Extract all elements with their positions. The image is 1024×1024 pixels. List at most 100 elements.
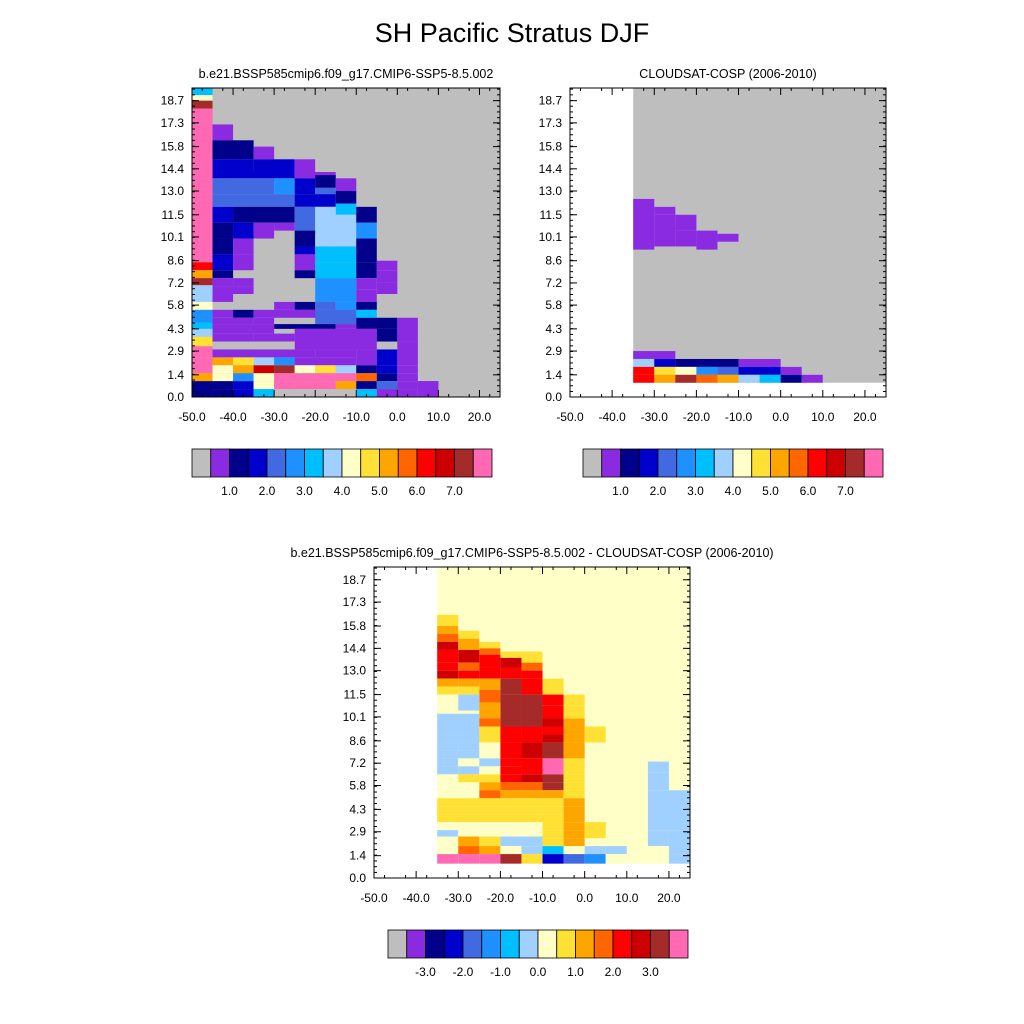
- colorbar-label: 2.0: [605, 965, 622, 979]
- panel-title: CLOUDSAT-COSP (2006-2010): [639, 67, 816, 81]
- heatmap-cell: [315, 262, 357, 279]
- heatmap-cell: [294, 270, 316, 279]
- heatmap-cell: [437, 686, 459, 695]
- x-tick-label: -10.0: [725, 410, 753, 424]
- heatmap-cell: [253, 357, 275, 366]
- heatmap-cell: [479, 836, 501, 847]
- heatmap-cell: [253, 381, 275, 390]
- colorbar-label: 2.0: [259, 484, 276, 498]
- heatmap-cell: [253, 159, 295, 172]
- heatmap-cell: [563, 830, 585, 839]
- heatmap-cell: [192, 336, 213, 347]
- heatmap-cell: [274, 178, 295, 195]
- heatmap-cell: [294, 381, 336, 390]
- heatmap-cell: [458, 790, 480, 799]
- colorbar-swatch: [443, 929, 464, 959]
- heatmap-cell: [458, 742, 480, 751]
- heatmap-cell: [437, 670, 459, 679]
- heatmap-cell: [542, 830, 564, 839]
- colorbar-swatch: [732, 448, 753, 478]
- heatmap-cell: [233, 373, 254, 382]
- colorbar-swatch: [695, 448, 715, 478]
- heatmap-cell: [458, 766, 480, 775]
- y-tick-label: 13.0: [161, 184, 185, 198]
- heatmap-cell: [696, 366, 718, 375]
- colorbar-swatch: [788, 448, 809, 478]
- heatmap-cell: [780, 366, 802, 375]
- heatmap-cell: [356, 301, 377, 310]
- heatmap-cell: [458, 662, 480, 671]
- heatmap-cell: [437, 798, 543, 807]
- colorbar-swatch: [638, 448, 659, 478]
- heatmap-cell: [500, 846, 522, 855]
- colorbar-swatch: [210, 448, 230, 478]
- y-tick-label: 8.6: [349, 734, 366, 748]
- heatmap-cell: [397, 317, 418, 342]
- colorbar-swatch: [650, 929, 670, 959]
- x-tick-label: -20.0: [487, 891, 515, 905]
- heatmap-cell: [212, 365, 234, 374]
- colorbar-swatch: [612, 929, 633, 959]
- y-tick-label: 10.1: [343, 710, 367, 724]
- heatmap-cell: [212, 194, 295, 207]
- heatmap-cell: [500, 758, 522, 767]
- heatmap-cell: [479, 641, 501, 649]
- x-tick-label: 10.0: [427, 410, 451, 424]
- colorbar-swatch: [481, 929, 501, 959]
- heatmap-cell: [521, 694, 543, 719]
- heatmap-cell: [335, 203, 357, 215]
- heatmap-cell: [356, 349, 377, 366]
- colorbar-swatch: [826, 448, 846, 478]
- heatmap-cell: [233, 206, 295, 223]
- heatmap-cell: [356, 206, 377, 223]
- heatmap-cell: [294, 206, 316, 231]
- heatmap-cell: [253, 146, 275, 160]
- heatmap-cell: [437, 614, 459, 627]
- x-tick-label: -50.0: [178, 410, 206, 424]
- heatmap-cell: [563, 854, 585, 864]
- heatmap-cell: [479, 718, 501, 727]
- heatmap-cell: [437, 641, 459, 650]
- heatmap-cell: [458, 670, 480, 679]
- heatmap-cell: [397, 381, 418, 390]
- colorbar-swatch: [593, 929, 614, 959]
- y-tick-label: 2.9: [349, 825, 366, 839]
- heatmap-cell: [605, 854, 627, 864]
- heatmap-cell: [356, 262, 377, 279]
- heatmap-cell: [500, 694, 522, 727]
- colorbar-label: 4.0: [334, 484, 351, 498]
- y-tick-label: 15.8: [539, 140, 563, 154]
- heatmap-cell: [356, 373, 377, 382]
- heatmap-cell: [717, 374, 739, 383]
- heatmap-cell: [274, 324, 336, 329]
- heatmap-cell: [633, 374, 655, 383]
- heatmap-cell: [521, 830, 543, 837]
- heatmap-cell: [192, 100, 213, 109]
- heatmap-cell: [521, 662, 543, 671]
- y-tick-label: 7.2: [167, 276, 184, 290]
- colorbar-swatch: [657, 448, 678, 478]
- colorbar-swatch: [631, 929, 651, 959]
- heatmap-cell: [479, 790, 501, 799]
- heatmap-cell: [542, 838, 564, 847]
- heatmap-cell: [458, 774, 480, 783]
- heatmap-cell: [500, 651, 522, 658]
- heatmap-cell: [335, 301, 357, 310]
- heatmap-cell: [542, 758, 564, 775]
- heatmap-cell: [315, 301, 336, 310]
- heatmap-cell: [233, 278, 254, 287]
- heatmap-cell: [376, 349, 398, 366]
- heatmap-cell: [192, 381, 213, 397]
- heatmap-cell: [294, 328, 377, 350]
- colorbar-swatch: [285, 448, 305, 478]
- heatmap-cell: [212, 140, 254, 160]
- heatmap-cell: [376, 270, 398, 283]
- heatmap-cell: [212, 206, 234, 223]
- heatmap-cell: [376, 381, 398, 390]
- colorbar-swatch: [462, 929, 483, 959]
- heatmap-cell: [335, 191, 357, 204]
- x-tick-label: 20.0: [657, 891, 681, 905]
- heatmap-cell: [294, 254, 316, 271]
- heatmap-cell: [542, 678, 564, 695]
- colorbar-label: 5.0: [371, 484, 388, 498]
